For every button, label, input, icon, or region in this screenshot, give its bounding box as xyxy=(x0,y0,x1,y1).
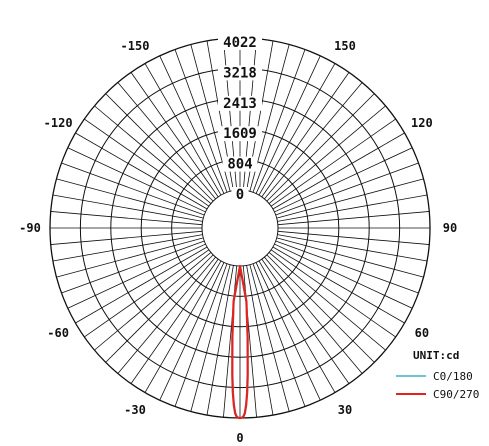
spoke-315 xyxy=(105,254,214,363)
angle-label: 90 xyxy=(443,221,457,235)
legend-label-c90-270: C90/270 xyxy=(433,388,479,401)
ring-labels: 0 804 1609 2413 3218 4022 xyxy=(218,35,262,203)
angle-label: 120 xyxy=(411,116,433,130)
spoke-70 xyxy=(275,240,419,294)
ring-label-bg xyxy=(218,65,262,81)
spoke-220 xyxy=(117,82,216,200)
spoke-95 xyxy=(277,211,430,226)
spoke-300 xyxy=(75,246,208,324)
ring-label-bg xyxy=(218,95,262,111)
spoke-60 xyxy=(272,246,405,324)
angle-label: 0 xyxy=(236,431,243,445)
spoke-115 xyxy=(274,147,413,213)
spoke-310 xyxy=(94,252,212,351)
spoke-120 xyxy=(272,132,405,210)
ring-label: 4022 xyxy=(223,35,257,51)
spoke-200 xyxy=(174,49,228,193)
legend: C0/180 C90/270 xyxy=(396,370,479,401)
spoke-30 xyxy=(258,260,336,393)
spoke-345 xyxy=(190,264,231,412)
spoke-290 xyxy=(61,240,205,294)
curve-c90-270 xyxy=(231,264,249,420)
spoke-355 xyxy=(223,265,238,418)
ring-label-bg xyxy=(218,126,262,142)
spoke-125 xyxy=(270,118,396,207)
ring-label: 2413 xyxy=(223,96,257,112)
spoke-155 xyxy=(255,55,321,194)
spoke-320 xyxy=(117,256,216,374)
spoke-255 xyxy=(56,178,204,219)
spoke-210 xyxy=(144,63,222,196)
angle-label: -90 xyxy=(19,221,41,235)
angle-label: -30 xyxy=(124,403,146,417)
spoke-280 xyxy=(52,234,203,262)
ring-label: 804 xyxy=(227,157,252,173)
spoke-305 xyxy=(84,249,210,338)
spoke-230 xyxy=(94,105,212,204)
spoke-235 xyxy=(84,118,210,207)
spoke-295 xyxy=(67,243,206,309)
spoke-275 xyxy=(50,230,203,245)
ring-label: 1609 xyxy=(223,126,257,142)
spoke-240 xyxy=(75,132,208,210)
spoke-145 xyxy=(261,72,350,198)
spoke-75 xyxy=(276,237,424,278)
ring-label-bg xyxy=(231,187,249,202)
spoke-5 xyxy=(242,265,257,418)
angle-label: -60 xyxy=(47,326,69,340)
spoke-100 xyxy=(277,194,428,222)
spoke-215 xyxy=(130,72,219,198)
legend-label-c0-180: C0/180 xyxy=(433,370,473,383)
spoke-325 xyxy=(130,258,219,384)
spoke-80 xyxy=(277,234,428,262)
angle-label: -120 xyxy=(44,116,73,130)
angle-label: 30 xyxy=(338,403,352,417)
spoke-65 xyxy=(274,243,413,309)
spoke-205 xyxy=(159,55,225,194)
spoke-245 xyxy=(67,147,206,213)
spoke-140 xyxy=(264,82,363,200)
spoke-285 xyxy=(56,237,204,278)
spoke-130 xyxy=(268,105,386,204)
spoke-350 xyxy=(206,265,234,416)
spoke-15 xyxy=(249,264,290,412)
spoke-260 xyxy=(52,194,203,222)
spoke-50 xyxy=(268,252,386,351)
spoke-110 xyxy=(275,162,419,216)
spoke-150 xyxy=(258,63,336,196)
ring-label: 0 xyxy=(236,187,244,203)
spoke-40 xyxy=(264,256,363,374)
spoke-10 xyxy=(246,265,274,416)
spoke-250 xyxy=(61,162,205,216)
spoke-85 xyxy=(277,230,430,245)
angle-label: 60 xyxy=(415,326,429,340)
spoke-135 xyxy=(266,93,375,202)
angle-labels: -150 150 -120 120 -90 90 -60 60 -30 30 0 xyxy=(19,39,457,445)
spoke-225 xyxy=(105,93,214,202)
spoke-25 xyxy=(255,262,321,401)
ring-label-bg xyxy=(222,156,258,172)
ring-label-bg xyxy=(218,35,262,50)
spoke-20 xyxy=(252,263,306,407)
spoke-340 xyxy=(174,263,228,407)
unit-label: UNIT:cd xyxy=(413,349,459,362)
spoke-55 xyxy=(270,249,396,338)
polar-spokes xyxy=(50,38,430,418)
spoke-105 xyxy=(276,178,424,219)
spoke-160 xyxy=(252,49,306,193)
spoke-35 xyxy=(261,258,350,384)
intensity-curves xyxy=(231,264,249,420)
angle-label: -150 xyxy=(121,39,150,53)
ring-label: 3218 xyxy=(223,65,257,81)
spoke-265 xyxy=(50,211,203,226)
spoke-45 xyxy=(266,254,375,363)
angle-label: 150 xyxy=(334,39,356,53)
spoke-335 xyxy=(159,262,225,401)
spoke-330 xyxy=(144,260,222,393)
